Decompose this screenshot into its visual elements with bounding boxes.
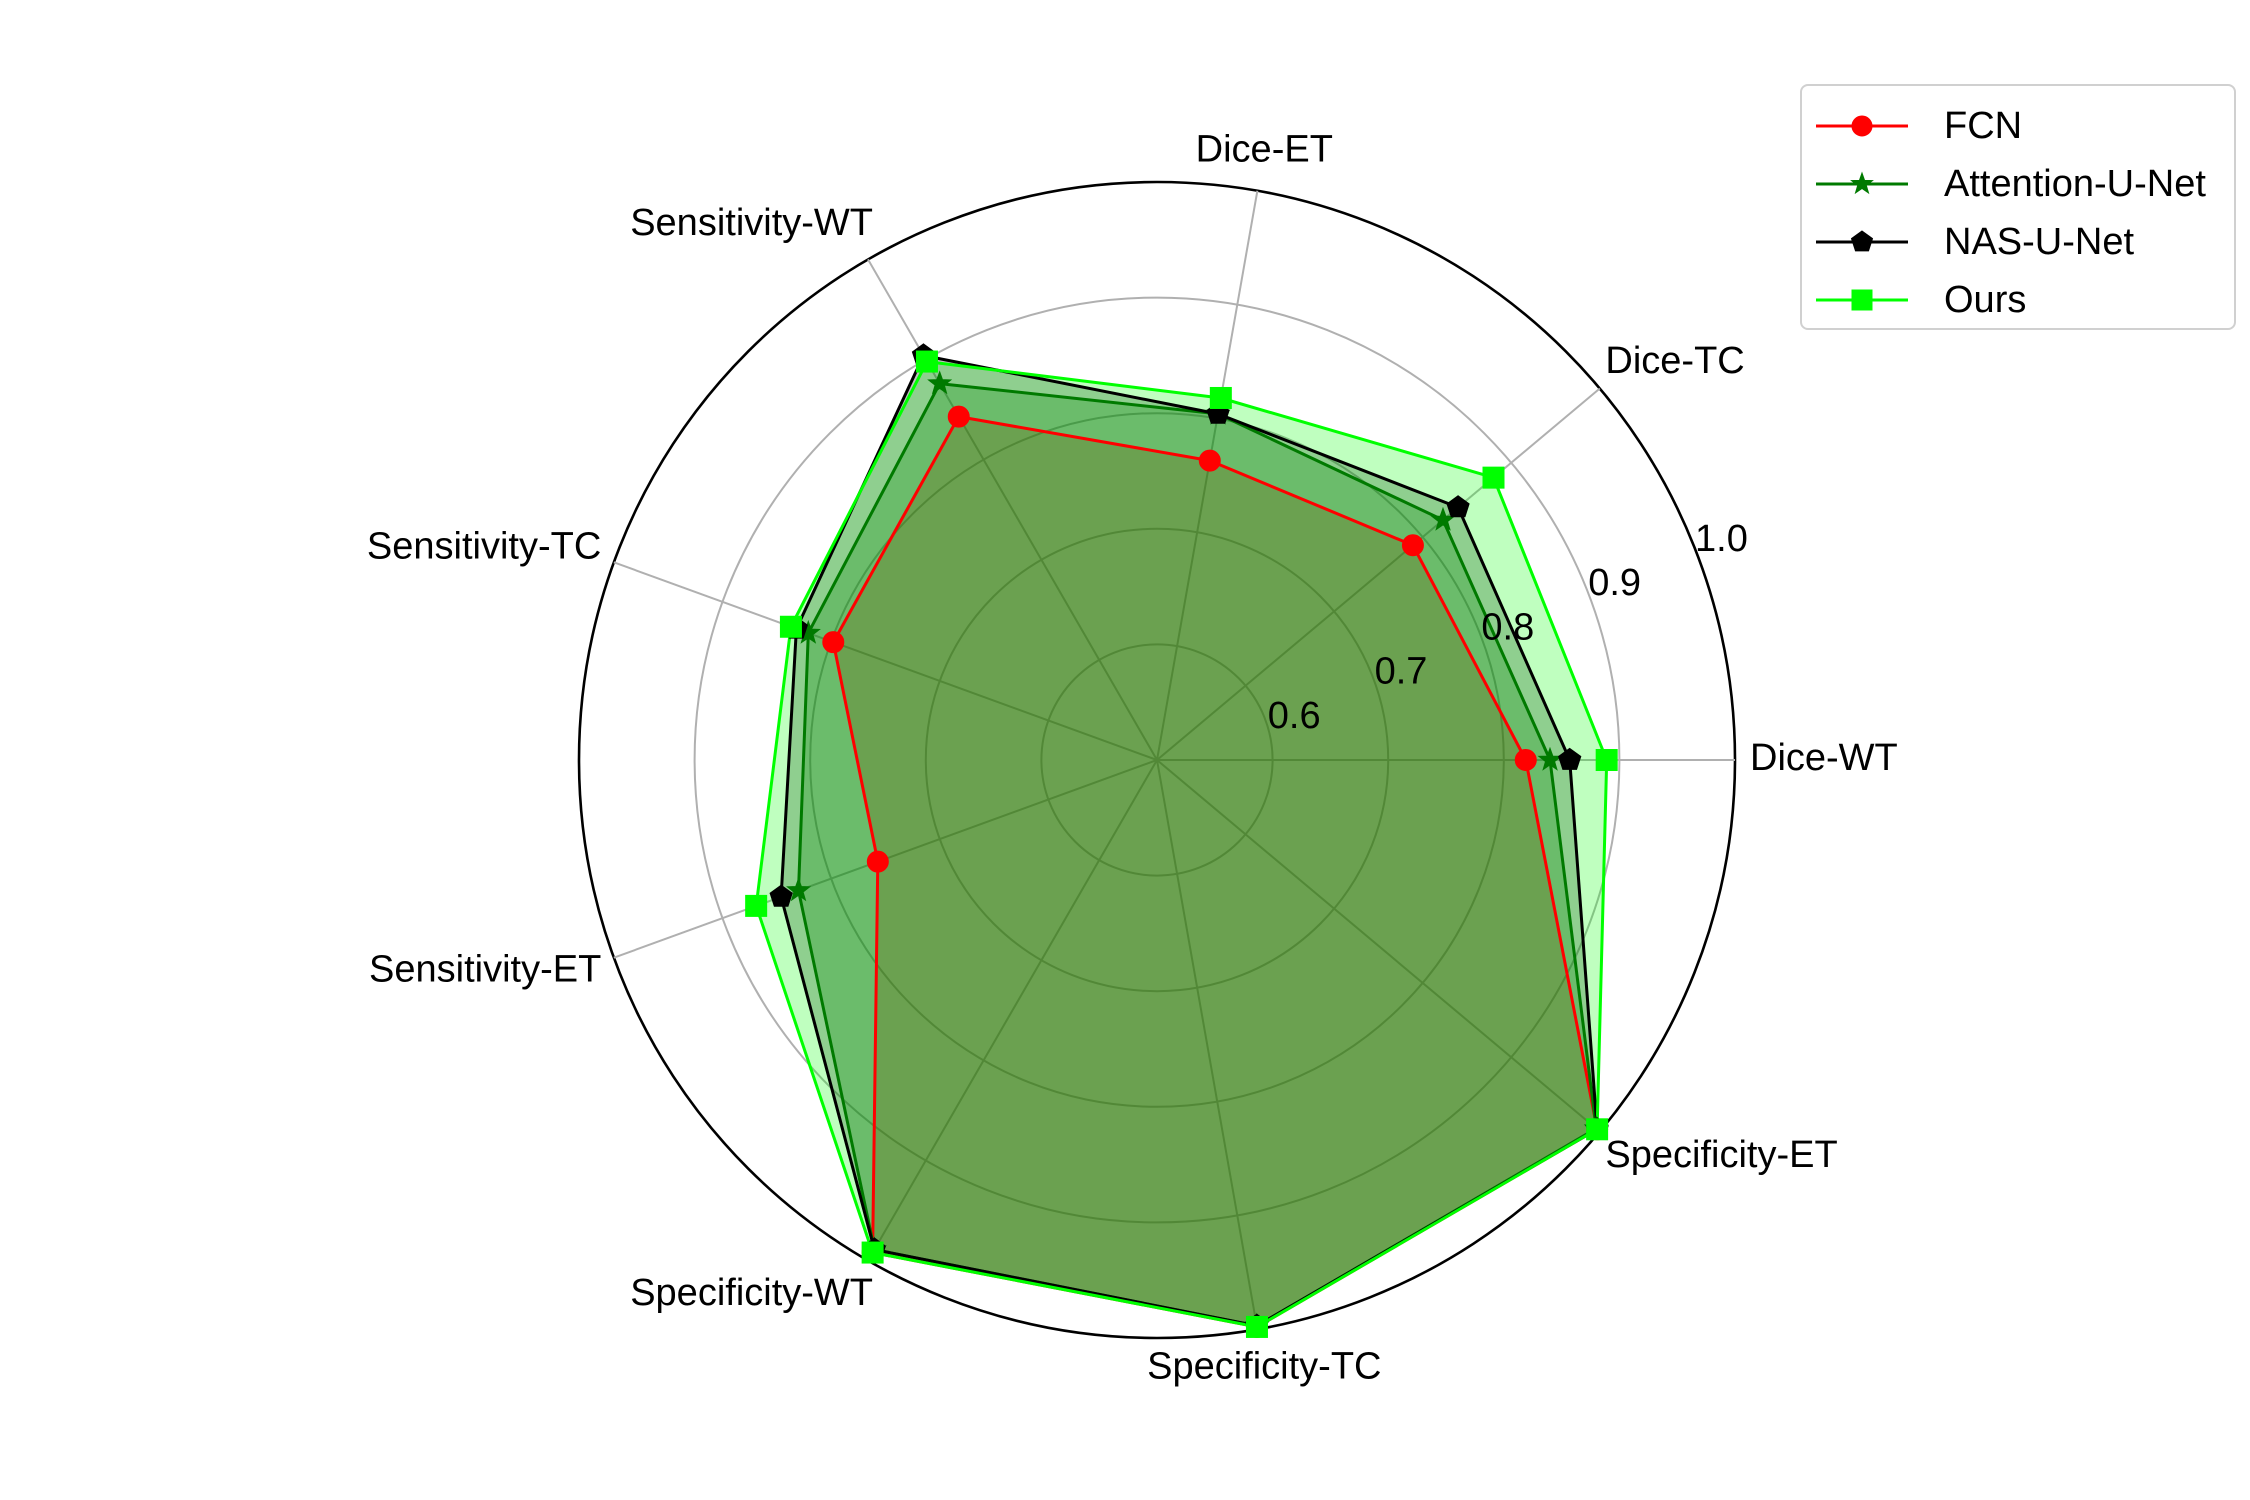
axis-label-dice-tc: Dice-TC (1605, 340, 1744, 382)
marker-ours-sensitivity-tc (779, 615, 802, 638)
marker-fcn-dice-et (1198, 449, 1221, 472)
marker-fcn-sensitivity-et (866, 850, 889, 873)
radial-tick-label: 0.6 (1268, 695, 1321, 737)
marker-ours-dice-tc (1482, 466, 1505, 489)
marker-ours-dice-wt (1595, 749, 1618, 771)
marker-fcn-sensitivity-wt (947, 405, 970, 428)
marker-ours-sensitivity-et (745, 894, 768, 917)
legend-swatch-ours (1816, 289, 1908, 311)
axis-label-dice-wt: Dice-WT (1750, 737, 1898, 779)
axis-label-specificity-et: Specificity-ET (1605, 1134, 1837, 1176)
legend-marker (1850, 230, 1874, 252)
series-fills (756, 355, 1607, 1327)
legend-swatch-fcn (1816, 115, 1908, 137)
marker-nas-u-net-dice-wt (1558, 747, 1582, 770)
radial-tick-label: 0.8 (1481, 606, 1534, 648)
legend-marker (1851, 115, 1873, 137)
spoke-specificity-tc (1156, 759, 1259, 1330)
radial-tick-label: 1.0 (1695, 518, 1748, 560)
legend-item-fcn: FCN (1802, 98, 2022, 154)
legend-label: Ours (1944, 278, 2027, 321)
marker-ours-specificity-tc (1245, 1315, 1268, 1338)
axis-label-dice-et: Dice-ET (1196, 128, 1333, 170)
marker-ours-dice-et (1209, 386, 1232, 409)
series-fill-fcn (833, 416, 1598, 1327)
legend-marker (1850, 171, 1874, 195)
marker-ours-sensitivity-wt (915, 350, 938, 373)
marker-nas-u-net-sensitivity-et (769, 884, 793, 907)
radar-grid (577, 180, 1737, 1340)
legend-item-nas-u-net: NAS-U-Net (1802, 214, 2134, 270)
series-fill-nas-u-net (781, 355, 1598, 1326)
marker-fcn-dice-tc (1401, 534, 1424, 557)
marker-attention-u-net-sensitivity-et (786, 877, 812, 902)
radial-tick-label: 0.9 (1588, 562, 1641, 604)
marker-attention-u-net-sensitivity-wt (927, 370, 953, 395)
axis-label-specificity-tc: Specificity-TC (1147, 1346, 1381, 1388)
spoke-sensitivity-tc (613, 561, 1158, 761)
axis-label-sensitivity-wt: Sensitivity-WT (630, 202, 873, 244)
legend-label: Attention-U-Net (1944, 162, 2206, 205)
legend-item-ours: Ours (1802, 272, 2026, 328)
legend: FCN Attention-U-Net NAS-U-Net Ours (1800, 84, 2236, 330)
marker-ours-specificity-wt (861, 1241, 884, 1264)
legend-label: NAS-U-Net (1944, 220, 2135, 263)
marker-ours-specificity-et (1586, 1118, 1609, 1141)
marker-attention-u-net-dice-wt (1537, 746, 1563, 771)
axis-label-sensitivity-tc: Sensitivity-TC (367, 526, 601, 568)
spoke-dice-tc (1156, 387, 1601, 761)
series-line-ours (754, 360, 1609, 1329)
legend-swatch-nas-u-net (1816, 230, 1908, 252)
legend-label: FCN (1944, 104, 2023, 147)
series-lines (754, 354, 1609, 1329)
series-markers (745, 343, 1618, 1338)
marker-fcn-dice-wt (1514, 749, 1537, 771)
legend-marker (1851, 289, 1873, 311)
series-fill-ours (756, 361, 1607, 1327)
legend-swatch-attention-u-net (1816, 171, 1908, 195)
spoke-sensitivity-wt (867, 258, 1158, 761)
legend-item-attention-u-net: Attention-U-Net (1802, 156, 2206, 212)
series-fill-attention-u-net (798, 383, 1597, 1326)
radial-tick-labels: 0.6 0.7 0.8 0.9 1.0 (1268, 518, 1748, 737)
spoke-dice-et (1156, 190, 1259, 761)
axis-label-sensitivity-et: Sensitivity-ET (369, 948, 601, 990)
spoke-specificity-et (1156, 759, 1601, 1133)
marker-nas-u-net-dice-tc (1446, 495, 1470, 518)
marker-fcn-sensitivity-tc (822, 631, 845, 654)
axis-label-specificity-wt: Specificity-WT (630, 1272, 873, 1314)
radial-tick-label: 0.7 (1375, 651, 1428, 693)
spoke-specificity-wt (867, 759, 1158, 1262)
axis-labels: Dice-WT Dice-TC Dice-ET Sensitivity-WT Sensi… (367, 128, 1898, 1387)
